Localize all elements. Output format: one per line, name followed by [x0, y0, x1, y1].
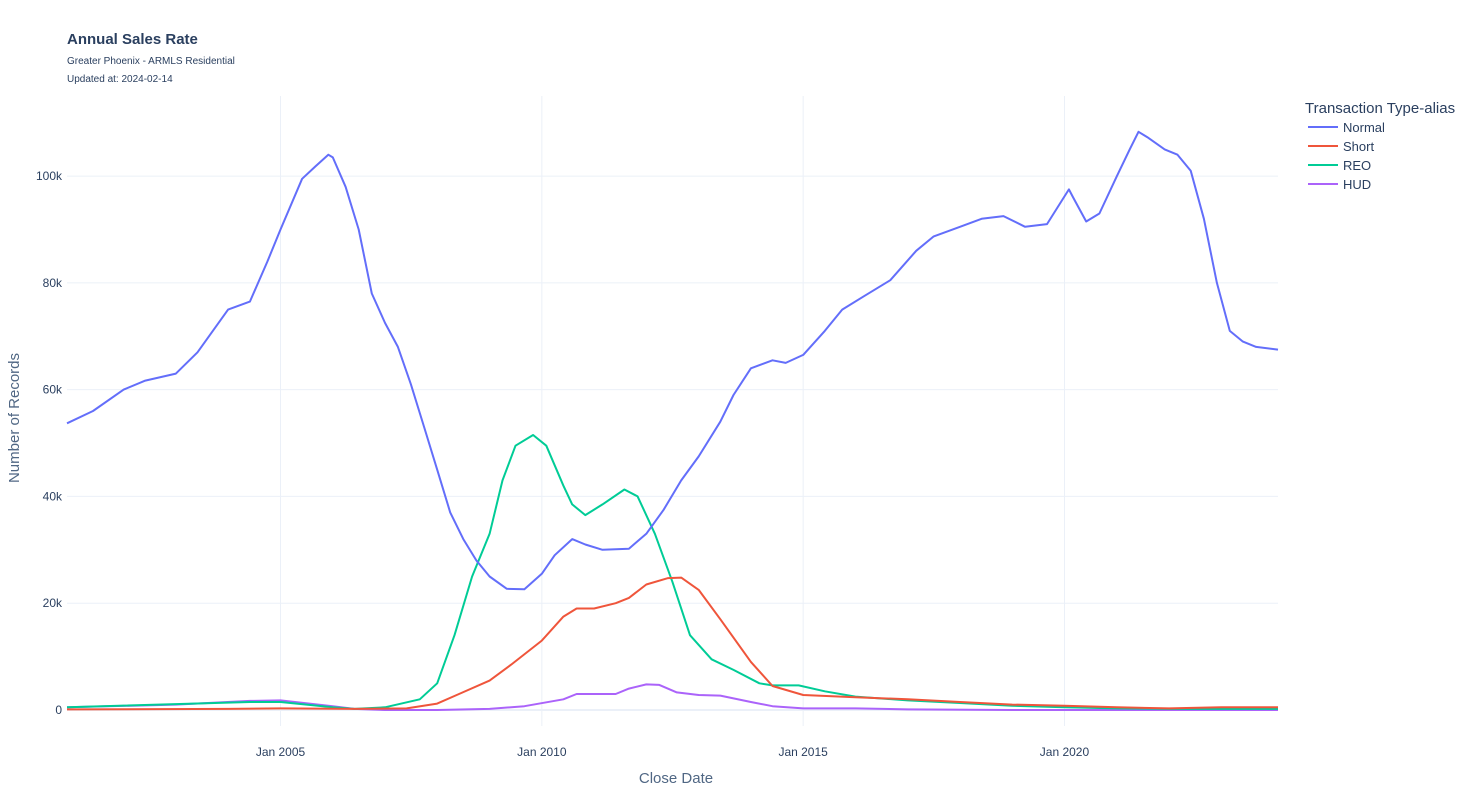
x-axis-title: Close Date: [639, 770, 713, 787]
x-tick-label: Jan 2005: [256, 745, 306, 759]
y-tick-label: 80k: [43, 276, 63, 290]
series-line-reo: [66, 434, 1278, 710]
series-line-short: [66, 576, 1278, 711]
y-tick-label: 40k: [43, 489, 63, 503]
series-line-normal: [66, 130, 1279, 591]
legend-label: REO: [1343, 158, 1371, 173]
legend-label: Normal: [1343, 120, 1385, 135]
x-tick-label: Jan 2015: [778, 745, 828, 759]
x-tick-label: Jan 2020: [1040, 745, 1090, 759]
gridlines: [67, 96, 1278, 726]
chart-updated-date: Updated at: 2024-02-14: [67, 74, 173, 85]
y-tick-label: 60k: [43, 383, 63, 397]
y-tick-label: 20k: [43, 596, 63, 610]
chart-subtitle: Greater Phoenix - ARMLS Residential: [67, 56, 235, 67]
chart-title: Annual Sales Rate: [67, 31, 198, 48]
series-lines: [66, 130, 1279, 711]
legend-item-normal[interactable]: Normal: [1308, 120, 1385, 135]
y-axis-ticks: 0 20k 40k 60k 80k 100k: [36, 169, 63, 717]
title-block: Annual Sales Rate Greater Phoenix - ARML…: [67, 31, 235, 85]
y-axis-title: Number of Records: [6, 353, 23, 483]
y-tick-label: 0: [55, 703, 62, 717]
legend-item-reo[interactable]: REO: [1308, 158, 1371, 173]
legend[interactable]: Transaction Type-alias Normal Short REO HUD: [1305, 100, 1455, 192]
y-tick-label: 100k: [36, 169, 63, 183]
x-tick-label: Jan 2010: [517, 745, 567, 759]
x-axis-ticks: Jan 2005 Jan 2010 Jan 2015 Jan 2020: [256, 745, 1090, 759]
legend-label: Short: [1343, 139, 1374, 154]
legend-title: Transaction Type-alias: [1305, 100, 1455, 117]
legend-item-short[interactable]: Short: [1308, 139, 1374, 154]
legend-item-hud[interactable]: HUD: [1308, 177, 1371, 192]
legend-label: HUD: [1343, 177, 1371, 192]
